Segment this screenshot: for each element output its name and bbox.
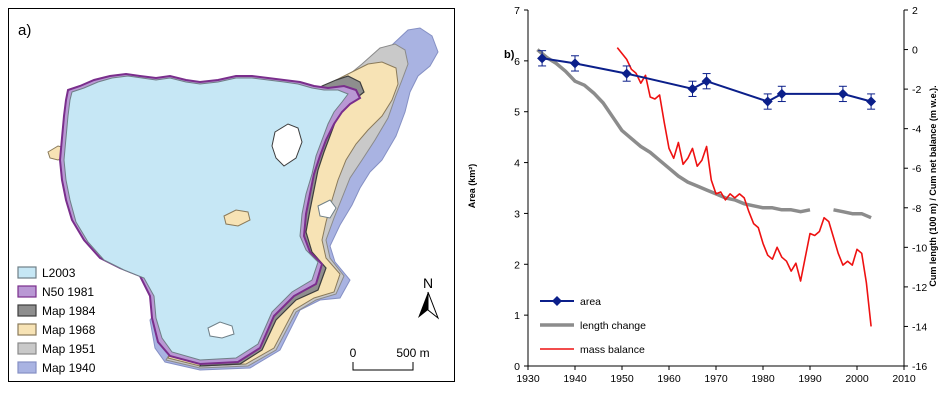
y-right-tick-label: 0	[912, 45, 918, 57]
x-tick-label: 1950	[610, 373, 634, 385]
legend-length-change-label: length change	[580, 320, 646, 332]
series-length-change-line	[536, 48, 811, 214]
legend-label-map-1951: Map 1951	[42, 342, 96, 356]
y-left-tick-label: 5	[514, 107, 520, 119]
y-right-tick-label: -16	[912, 361, 927, 373]
legend-label-n50-1981: N50 1981	[42, 285, 94, 299]
glacier-map-panel: a) L2003 N50 1981 Map 1984	[0, 0, 458, 388]
x-tick-label: 1930	[516, 373, 540, 385]
y-right-tick-label: -14	[912, 321, 927, 333]
y-right-tick-label: -4	[912, 124, 921, 136]
scale-zero-label: 0	[350, 346, 357, 360]
nunatak-2	[223, 209, 251, 227]
scale-bar: 0 500 m	[350, 346, 430, 371]
map-panel-label: a)	[18, 22, 31, 39]
x-tick-label: 1980	[751, 373, 775, 385]
legend-swatch-map-1984	[17, 304, 37, 317]
legend-label-map-1940: Map 1940	[42, 361, 96, 375]
legend-label-map-1984: Map 1984	[42, 304, 96, 318]
nunatak-1	[271, 123, 303, 167]
area-length-balance-chart: 1930 1940 1950 1960 1970 1980 1990 2000 2010 0 1 2 3…	[467, 5, 938, 385]
area-point	[837, 88, 848, 99]
area-point	[537, 53, 548, 64]
x-tick-label: 1960	[657, 373, 681, 385]
scale-end-label: 500 m	[396, 346, 429, 360]
area-point	[762, 96, 773, 107]
y-right-tick-label: -10	[912, 242, 927, 254]
y-left-tick-label: 7	[514, 5, 520, 17]
legend-label-map-1968: Map 1968	[42, 323, 96, 337]
x-tick-label: 2000	[845, 373, 869, 385]
y-left-tick-label: 6	[514, 56, 520, 68]
north-label: N	[423, 275, 433, 291]
area-point	[701, 76, 712, 87]
y-left-tick-label: 4	[514, 158, 520, 170]
nunatak-3	[207, 321, 235, 339]
x-tick-label: 2010	[892, 373, 916, 385]
area-point	[776, 88, 787, 99]
legend-swatch-n50-1981	[17, 285, 37, 298]
y-left-tick-label: 1	[514, 310, 520, 322]
y-left-tick-label: 3	[514, 208, 520, 220]
axes-layer: 1930 1940 1950 1960 1970 1980 1990 2000 2010 0 1 2 3…	[514, 5, 927, 385]
y-left-tick-label: 0	[514, 361, 520, 373]
y-left-tick-label: 2	[514, 259, 520, 271]
series-length-change-line	[833, 208, 872, 220]
chart-legend: area length change mass balance	[540, 296, 646, 356]
legend-swatch-map-1940	[17, 361, 37, 374]
legend-swatch-map-1951	[17, 342, 37, 355]
y-right-tick-label: 2	[912, 5, 918, 17]
y-right-tick-label: -6	[912, 163, 921, 175]
north-arrow-icon: N	[418, 275, 440, 320]
chart-panel: 1930 1940 1950 1960 1970 1980 1990 2000 2010 0 1 2 3…	[460, 0, 951, 388]
y-right-tick-label: -8	[912, 203, 921, 215]
glacier-map: a) L2003 N50 1981 Map 1984	[8, 8, 455, 382]
y-right-tick-label: -2	[912, 84, 921, 96]
legend-swatch-l2003	[17, 266, 37, 279]
map-legend: L2003 N50 1981 Map 1984 Map 1968 Map 195…	[17, 266, 96, 375]
chart-panel-label: b)	[504, 49, 515, 61]
y-axis-left-label: Area (km²)	[467, 164, 477, 209]
legend-area-label: area	[580, 296, 601, 308]
y-right-tick-label: -12	[912, 282, 927, 294]
area-point	[866, 96, 877, 107]
legend-area-marker	[552, 296, 562, 306]
legend-label-l2003: L2003	[42, 266, 76, 280]
x-tick-label: 1940	[563, 373, 587, 385]
series-mass-balance-line	[616, 47, 872, 327]
area-point	[621, 68, 632, 79]
nunatak-4	[317, 199, 337, 219]
legend-swatch-map-1968	[17, 323, 37, 336]
x-tick-label: 1970	[704, 373, 728, 385]
x-tick-label: 1990	[798, 373, 822, 385]
legend-mass-balance-label: mass balance	[580, 344, 645, 356]
y-axis-right-label: Cum length (100 m) / Cum net balance (m …	[928, 85, 938, 286]
area-point	[570, 58, 580, 69]
series-layer	[536, 47, 877, 327]
area-point	[687, 83, 698, 94]
